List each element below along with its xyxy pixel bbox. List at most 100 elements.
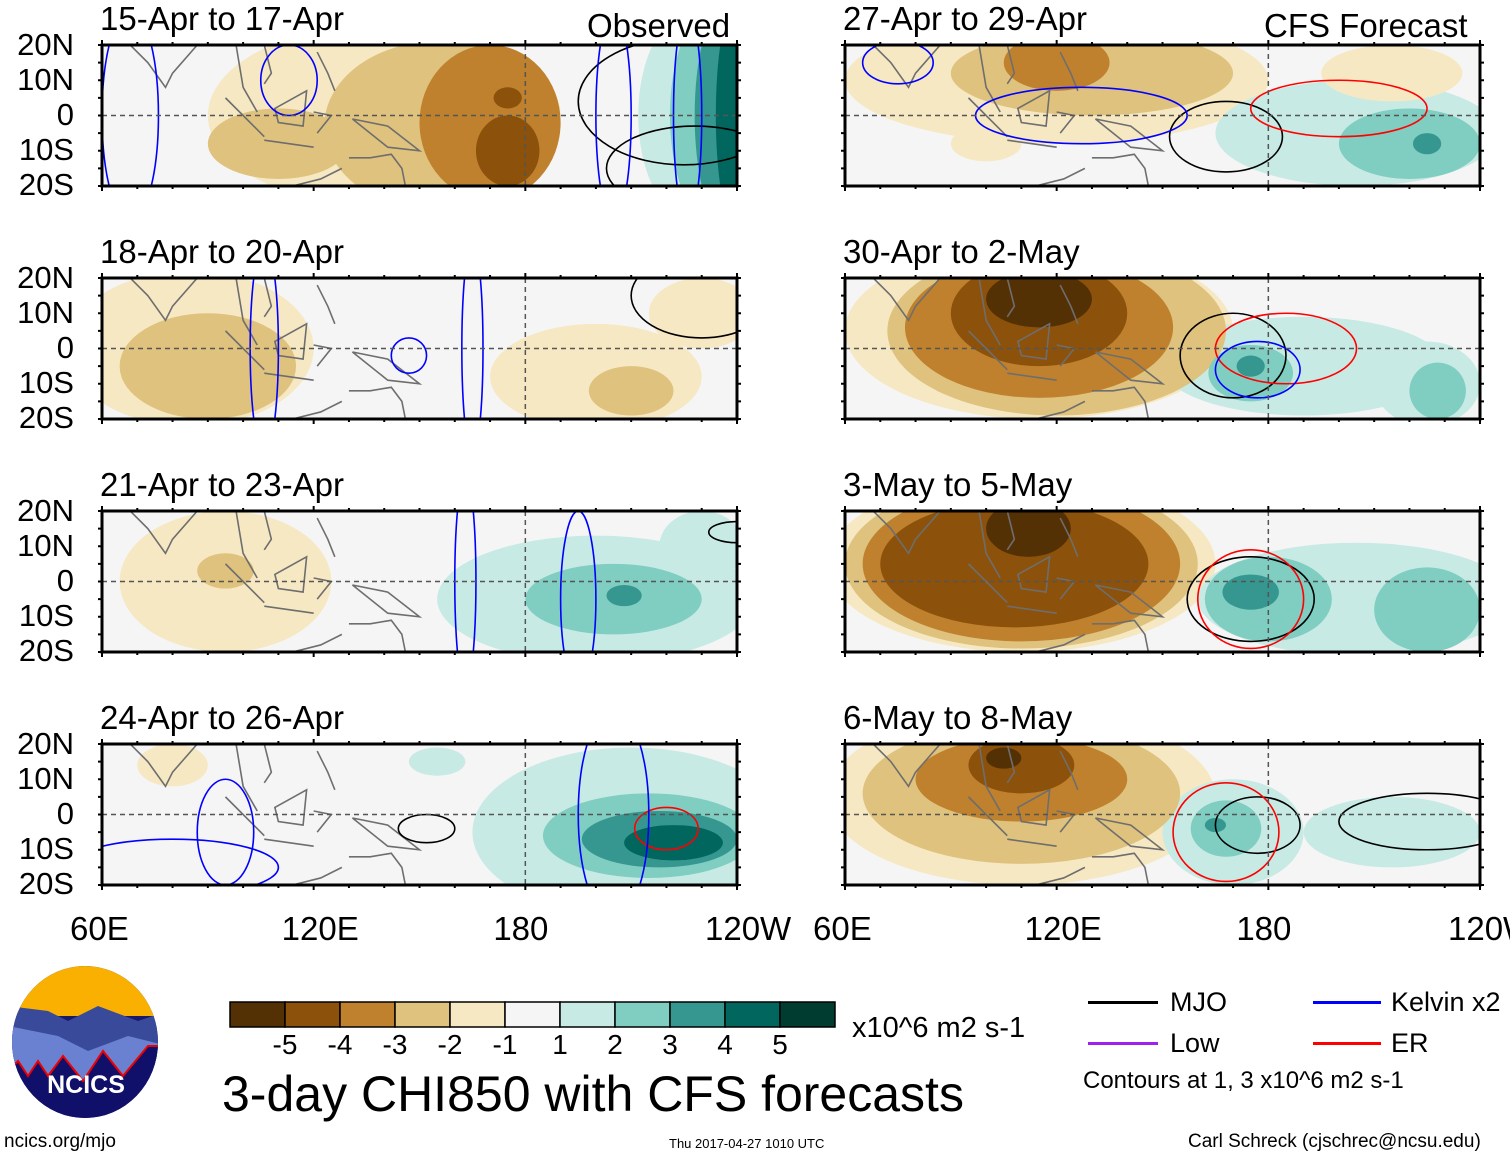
chi-anomaly-region (588, 366, 674, 416)
colorbar-swatch (284, 1001, 341, 1028)
legend-low-label: Low (1170, 1028, 1220, 1058)
lat-label: 20S (18, 633, 74, 668)
chi-anomaly-region (475, 115, 540, 186)
lat-label: 0 (56, 796, 74, 831)
kelvin-contour (861, 45, 934, 85)
chi-anomaly-region (408, 747, 466, 776)
lat-label: 10S (18, 365, 74, 400)
panel-title: 30-Apr to 2-May (843, 233, 1080, 270)
colorbar-tick-label: -2 (437, 1029, 463, 1060)
chi-anomaly-region (1338, 108, 1480, 179)
colorbar-swatch (394, 1001, 451, 1028)
map-panel (841, 273, 1484, 424)
chi-anomaly-region (986, 511, 1071, 557)
colorbar-swatch (449, 1001, 506, 1028)
mjo-contour (1186, 556, 1315, 643)
chi-anomaly-region (624, 825, 723, 861)
lat-label: 20N (17, 27, 74, 62)
legend-kelvin-label: Kelvin x2 (1391, 987, 1501, 1017)
chi-anomaly-region (1409, 362, 1466, 419)
colorbar-swatch (779, 1001, 836, 1028)
colorbar-tick-label: 2 (607, 1029, 623, 1060)
footer-url[interactable]: ncics.org/mjo (4, 1131, 116, 1152)
lat-label: 0 (56, 563, 74, 598)
mjo-contour (1214, 796, 1301, 855)
chi-anomaly-region (493, 87, 522, 109)
chi-anomaly-region (1374, 567, 1480, 652)
colorbar-swatch (614, 1001, 671, 1028)
chi-anomaly-region (1412, 133, 1442, 155)
kelvin-contour (559, 511, 597, 652)
panel-title: 27-Apr to 29-Apr (843, 0, 1087, 37)
panel-title: 24-Apr to 26-Apr (100, 699, 344, 736)
lon-label: 120W (705, 910, 792, 947)
chi-anomaly-region (986, 278, 1092, 328)
kelvin-contour (390, 337, 428, 374)
map-panels (98, 40, 1484, 890)
lat-label: 10S (18, 132, 74, 167)
colorbar-swatch (669, 1001, 726, 1028)
lon-label: 120W (1448, 910, 1510, 947)
panel-title: 3-May to 5-May (843, 466, 1073, 503)
forecast-label: CFS Forecast (1264, 7, 1468, 44)
colorbar-tick-label: 4 (717, 1029, 733, 1060)
colorbar-tick-label: 1 (552, 1029, 568, 1060)
colorbar-units: x10^6 m2 s-1 (852, 1012, 1026, 1044)
legend-er-label: ER (1391, 1028, 1429, 1058)
mjo-contour (605, 125, 737, 186)
lon-label: 60E (813, 910, 872, 947)
colorbar-swatch (339, 1001, 396, 1028)
kelvin-contour (196, 778, 255, 885)
kelvin-contour (102, 838, 280, 885)
chi-anomaly-region (119, 313, 297, 419)
er-contour (1172, 781, 1280, 883)
legend-mjo-label: MJO (1170, 987, 1227, 1017)
lat-label: 10S (18, 831, 74, 866)
panel-title: 15-Apr to 17-Apr (100, 0, 344, 37)
mjo-contour (577, 45, 737, 166)
kelvin-contour (1214, 340, 1301, 399)
lat-label: 10N (17, 761, 74, 796)
kelvin-contour (577, 744, 650, 885)
mjo-contour (1179, 312, 1287, 399)
chi-anomaly-region (986, 747, 1022, 769)
map-panel (98, 506, 741, 657)
legend-kelvin-line (1313, 1001, 1381, 1004)
chi-anomaly-region (648, 278, 737, 349)
chi-anomaly-region (1222, 574, 1279, 610)
lon-label: 180 (1236, 910, 1292, 947)
chi-anomaly-region (880, 511, 1149, 628)
kelvin-contour (595, 45, 632, 186)
colorbar-swatch (559, 1001, 616, 1028)
logo-text: NCICS (47, 1071, 125, 1099)
map-panel (841, 739, 1484, 890)
chi-anomaly-region (1236, 355, 1265, 377)
lon-label: 120E (281, 910, 359, 947)
lat-label: 20N (17, 260, 74, 295)
footer-author: Carl Schreck (cjschrec@ncsu.edu) (1188, 1131, 1481, 1152)
chi-anomaly-region (1190, 800, 1262, 857)
lat-label: 20S (18, 866, 74, 901)
colorbar-tick-label: -1 (492, 1029, 518, 1060)
chi-anomaly-region (1303, 796, 1480, 868)
lat-label: 10N (17, 528, 74, 563)
panel-title: 6-May to 8-May (843, 699, 1073, 736)
lat-label: 10N (17, 295, 74, 330)
panel-title: 18-Apr to 20-Apr (100, 233, 344, 270)
chi-anomaly-region (1003, 45, 1110, 91)
colorbar-tick-label: -3 (382, 1029, 408, 1060)
lat-label: 20N (17, 493, 74, 528)
mjo-contour (630, 278, 737, 339)
er-contour (633, 806, 699, 851)
map-panel (98, 40, 741, 191)
map-panel (98, 739, 741, 890)
footer-timestamp: Thu 2017-04-27 1010 UTC (669, 1136, 825, 1151)
chi-anomaly-region (137, 744, 208, 787)
colorbar-tick-label: 5 (772, 1029, 788, 1060)
mjo-contour (1338, 792, 1480, 851)
chi-anomaly-region (197, 553, 254, 589)
legend-er-line (1313, 1042, 1381, 1045)
kelvin-contour (259, 45, 318, 117)
lat-label: 20N (17, 726, 74, 761)
colorbar-tick-label: -5 (272, 1029, 298, 1060)
